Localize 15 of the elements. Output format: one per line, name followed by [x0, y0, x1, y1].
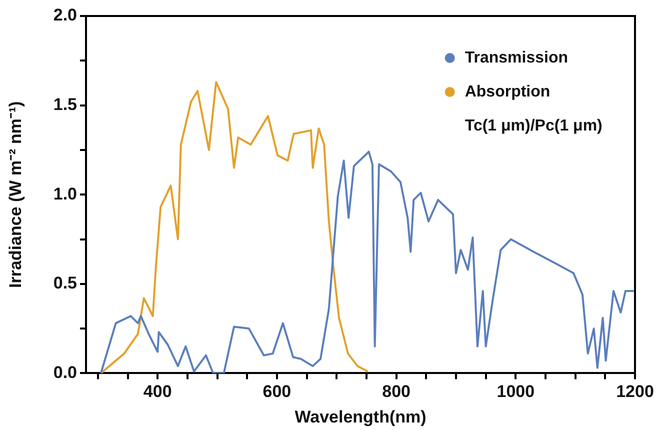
- legend-label: Absorption: [464, 83, 550, 100]
- x-tick-label: 600: [262, 382, 292, 402]
- x-tick-label: 1000: [496, 382, 535, 402]
- x-tick-label: 1200: [616, 382, 654, 402]
- y-tick-label: 0.5: [53, 274, 77, 293]
- annotation: Tc(1 μm)/Pc(1 μm): [464, 117, 602, 134]
- y-tick-label: 1.0: [53, 184, 77, 204]
- y-tick-label: 0.0: [53, 362, 77, 382]
- y-tick-label: 2.0: [53, 6, 77, 25]
- x-tick-label: 800: [382, 382, 410, 402]
- x-axis-title: Wavelength(nm): [294, 407, 426, 426]
- legend-label: Transmission: [464, 49, 568, 66]
- y-axis-title: Irradiance (W m⁻² nm⁻¹): [6, 101, 25, 288]
- y-tick-label: 1.5: [53, 94, 77, 114]
- x-tick-label: 400: [143, 382, 172, 402]
